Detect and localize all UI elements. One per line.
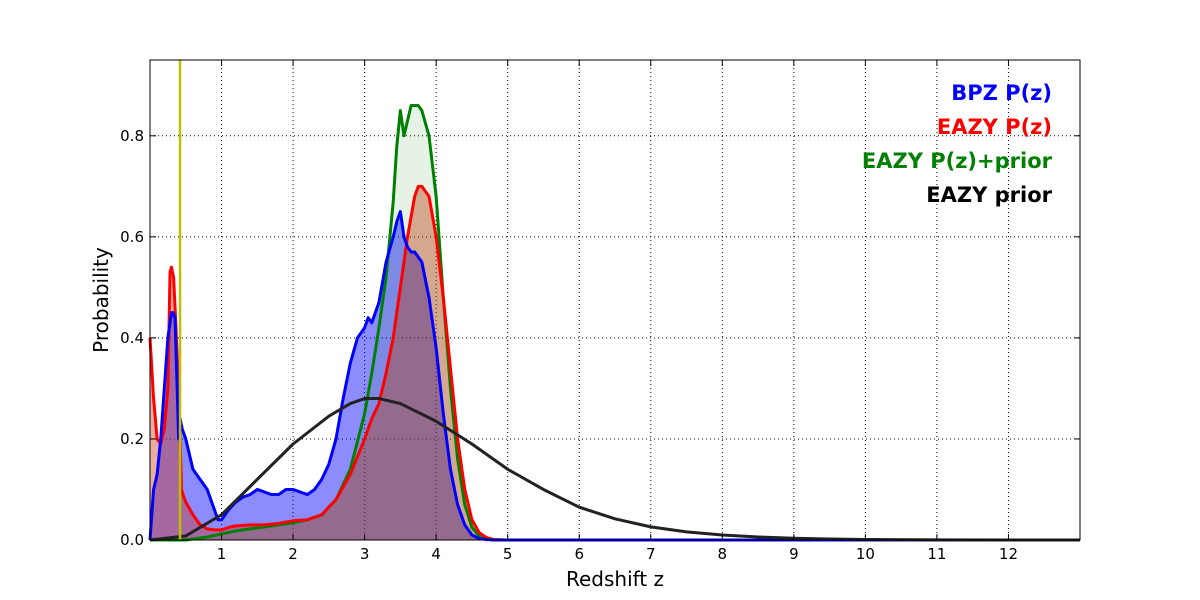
y-tick-label-3: 0.6 bbox=[120, 228, 144, 246]
plot-frame bbox=[149, 59, 1081, 541]
y-tick-label-4: 0.8 bbox=[120, 127, 144, 145]
series-line-0 bbox=[148, 210, 1080, 542]
y-tick-label-2: 0.4 bbox=[120, 329, 144, 347]
x-tick-label-6: 7 bbox=[646, 545, 656, 563]
x-tick-label-3: 4 bbox=[431, 545, 441, 563]
series-line-2 bbox=[150, 103, 1080, 542]
legend-item-2: EAZY P(z)+prior bbox=[862, 149, 1053, 173]
x-tick-label-2: 3 bbox=[360, 545, 370, 563]
x-tick-label-7: 8 bbox=[718, 545, 728, 563]
series-line-3 bbox=[149, 397, 1081, 542]
x-tick-label-4: 5 bbox=[503, 545, 513, 563]
y-axis-label: Probability bbox=[89, 247, 113, 353]
series-lines bbox=[148, 103, 1081, 542]
legend-item-1: EAZY P(z) bbox=[937, 115, 1052, 139]
series-fill-2 bbox=[150, 105, 1080, 540]
x-tick-label-10: 11 bbox=[927, 545, 946, 563]
y-tick-label-1: 0.2 bbox=[120, 430, 144, 448]
legend-item-3: EAZY prior bbox=[926, 183, 1052, 207]
x-tick-label-9: 10 bbox=[856, 545, 875, 563]
x-axis-label: Redshift z bbox=[566, 567, 664, 591]
x-tick-label-5: 6 bbox=[574, 545, 584, 563]
x-tick-label-1: 2 bbox=[288, 545, 298, 563]
x-tick-label-0: 1 bbox=[217, 545, 227, 563]
legend: BPZ P(z) EAZY P(z) EAZY P(z)+prior EAZY pri… bbox=[862, 81, 1053, 207]
axis-ticks: 1 2 3 4 5 6 7 8 9 10 11 120.00.20.40.60.8 bbox=[120, 60, 1080, 563]
legend-item-0: BPZ P(z) bbox=[951, 81, 1052, 105]
y-tick-label-0: 0.0 bbox=[120, 531, 144, 549]
series-fill-1 bbox=[150, 186, 1080, 540]
series-line-1 bbox=[148, 184, 1080, 542]
x-tick-label-11: 12 bbox=[999, 545, 1018, 563]
x-tick-label-8: 9 bbox=[789, 545, 799, 563]
